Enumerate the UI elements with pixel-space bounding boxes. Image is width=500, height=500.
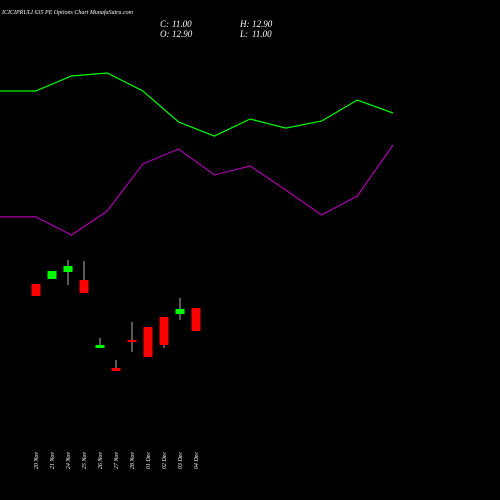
low-label: L: <box>239 29 248 39</box>
candle-body <box>159 316 169 346</box>
x-tick-label: 02 Dec <box>162 452 168 469</box>
x-tick-label: 03 Dec <box>178 452 184 469</box>
candle-body <box>191 307 201 331</box>
close-label: C: <box>160 19 169 29</box>
high-value: 12.90 <box>252 19 273 29</box>
high-label: H: <box>239 19 250 29</box>
open-label: O: <box>160 29 170 39</box>
close-value: 11.00 <box>172 19 192 29</box>
candle-body <box>79 280 89 293</box>
candle-body <box>127 339 137 343</box>
x-tick-label: 04 Dec <box>193 452 200 469</box>
low-value: 11.00 <box>252 29 272 39</box>
candle-body <box>143 326 153 358</box>
x-tick-label: 01 Dec <box>146 452 152 469</box>
x-tick-label: 21 Nov <box>50 452 56 470</box>
candle-body <box>175 308 185 315</box>
candle-body <box>95 345 105 348</box>
candle-body <box>63 265 73 273</box>
indicator-line <box>0 144 394 236</box>
x-tick-label: 27 Nov <box>114 452 120 470</box>
indicator-line <box>0 72 394 137</box>
open-value: 12.90 <box>172 29 193 39</box>
x-tick-label: 24 Nov <box>65 452 72 470</box>
x-tick-label: 28 Nov <box>130 452 136 470</box>
x-tick-label: 25 Nov <box>82 452 88 470</box>
x-tick-label: 20 Nov <box>34 452 40 470</box>
candle-body <box>111 368 121 371</box>
candle-body <box>31 284 41 297</box>
x-tick-label: 26 Nov <box>98 452 104 470</box>
chart-title: ICICIPRULI 635 PE Options Chart MunafaSu… <box>1 9 134 16</box>
candle-body <box>47 270 57 279</box>
